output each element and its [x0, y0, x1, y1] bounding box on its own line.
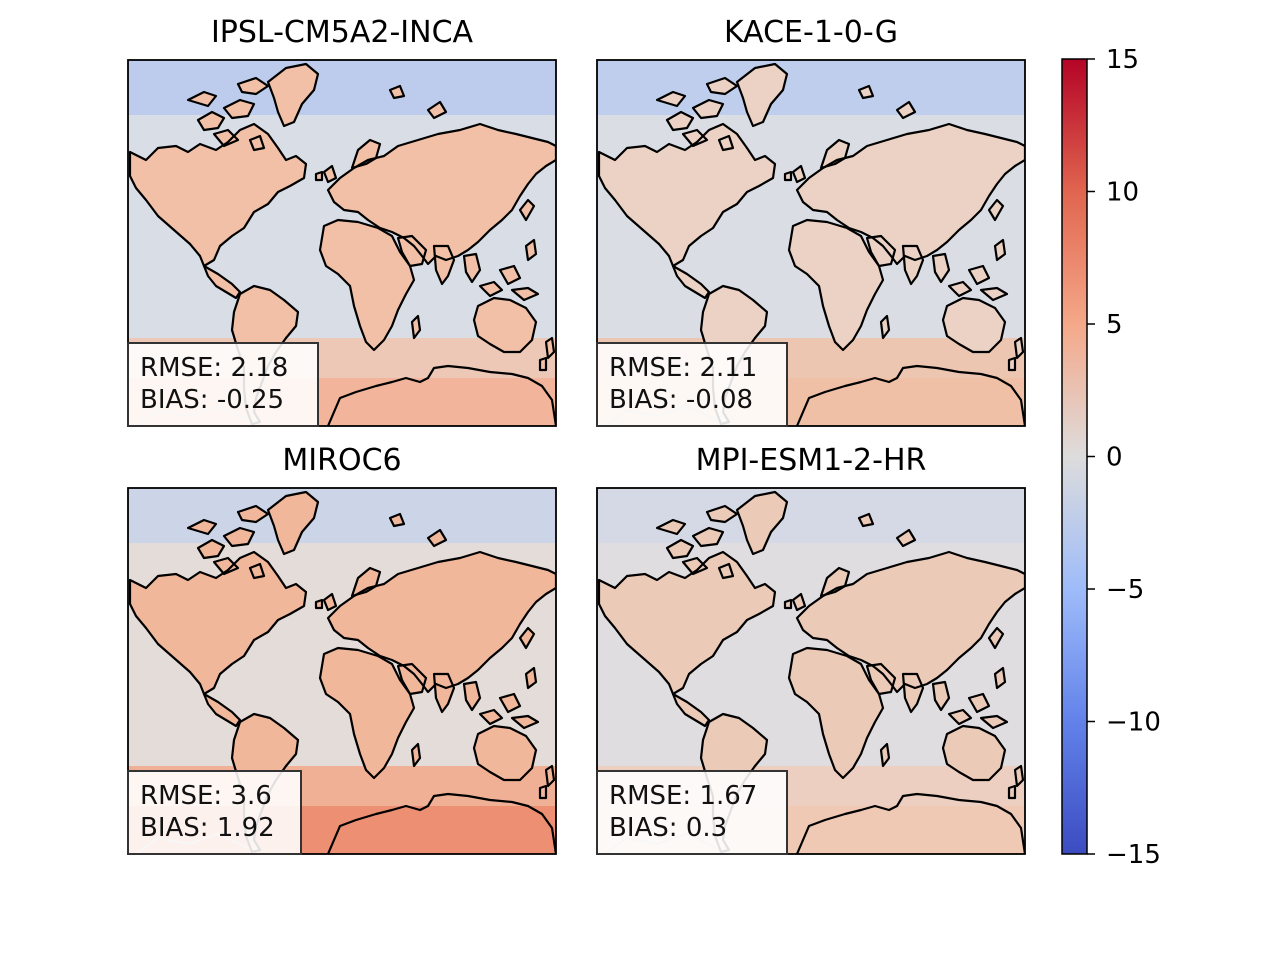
rmse-label: RMSE: 2.11: [609, 353, 757, 383]
stats-box-frame: [596, 770, 788, 855]
bias-label: BIAS: 1.92: [140, 813, 275, 843]
colorbar-tick-label: 5: [1106, 310, 1123, 340]
bias-label: BIAS: -0.25: [140, 385, 284, 415]
arctic-band: [597, 60, 1025, 115]
panel-frame: [127, 487, 557, 855]
panel-title: MIROC6: [282, 443, 401, 478]
colorbar-tick-label: −10: [1106, 708, 1161, 738]
rmse-label: RMSE: 2.18: [140, 353, 288, 383]
panel-frame: [596, 487, 1026, 855]
colorbar-tick-label: 15: [1106, 45, 1139, 75]
arctic-band: [128, 60, 556, 115]
bias-label: BIAS: -0.08: [609, 385, 753, 415]
panel-title: IPSL-CM5A2-INCA: [211, 15, 474, 50]
bias-label: BIAS: 0.3: [609, 813, 727, 843]
stats-box-frame: [127, 342, 319, 427]
stats-box-frame: [127, 770, 302, 855]
colorbar-gradient: [1061, 58, 1088, 855]
rmse-label: RMSE: 3.6: [140, 781, 272, 811]
panel-title: MPI-ESM1-2-HR: [696, 443, 927, 478]
stats-box-frame: [596, 342, 788, 427]
arctic-band: [597, 488, 1025, 543]
panel-title: KACE-1-0-G: [724, 15, 898, 50]
colorbar-tick-label: −5: [1106, 575, 1144, 605]
rmse-label: RMSE: 1.67: [609, 781, 757, 811]
colorbar-tick-label: 10: [1106, 178, 1139, 208]
panel-frame: [127, 59, 557, 427]
panel-frame: [596, 59, 1026, 427]
arctic-band: [128, 488, 556, 543]
colorbar-tick-label: −15: [1106, 840, 1161, 870]
colorbar-tick-label: 0: [1106, 443, 1123, 473]
colorbar: 15 10 5 0 −5 −10 −15: [1061, 45, 1161, 870]
